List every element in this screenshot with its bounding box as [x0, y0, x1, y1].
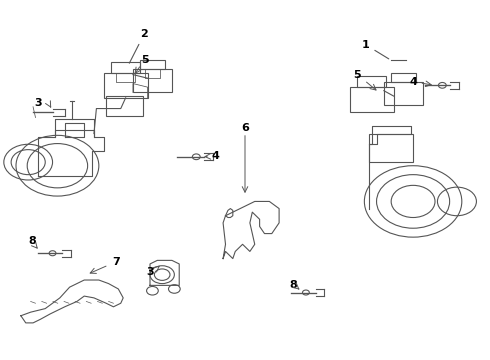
Bar — [391, 73, 416, 82]
Text: 6: 6 — [241, 123, 249, 133]
Text: 3: 3 — [146, 267, 154, 277]
Bar — [369, 134, 413, 162]
Text: 1: 1 — [362, 40, 389, 59]
Bar — [357, 76, 386, 87]
Text: 5: 5 — [353, 69, 361, 80]
Text: 4: 4 — [409, 77, 417, 87]
Text: 8: 8 — [28, 237, 36, 247]
Bar — [104, 73, 147, 98]
Text: 3: 3 — [34, 98, 42, 108]
Bar — [384, 82, 423, 105]
Text: 2: 2 — [129, 29, 148, 63]
Bar — [133, 69, 172, 93]
Bar — [111, 62, 140, 73]
Bar — [350, 87, 393, 112]
Text: 4: 4 — [212, 151, 220, 161]
Text: 8: 8 — [290, 280, 297, 291]
Bar — [140, 60, 165, 69]
Text: 7: 7 — [112, 257, 120, 267]
Bar — [106, 96, 143, 116]
Text: 5: 5 — [141, 55, 149, 65]
